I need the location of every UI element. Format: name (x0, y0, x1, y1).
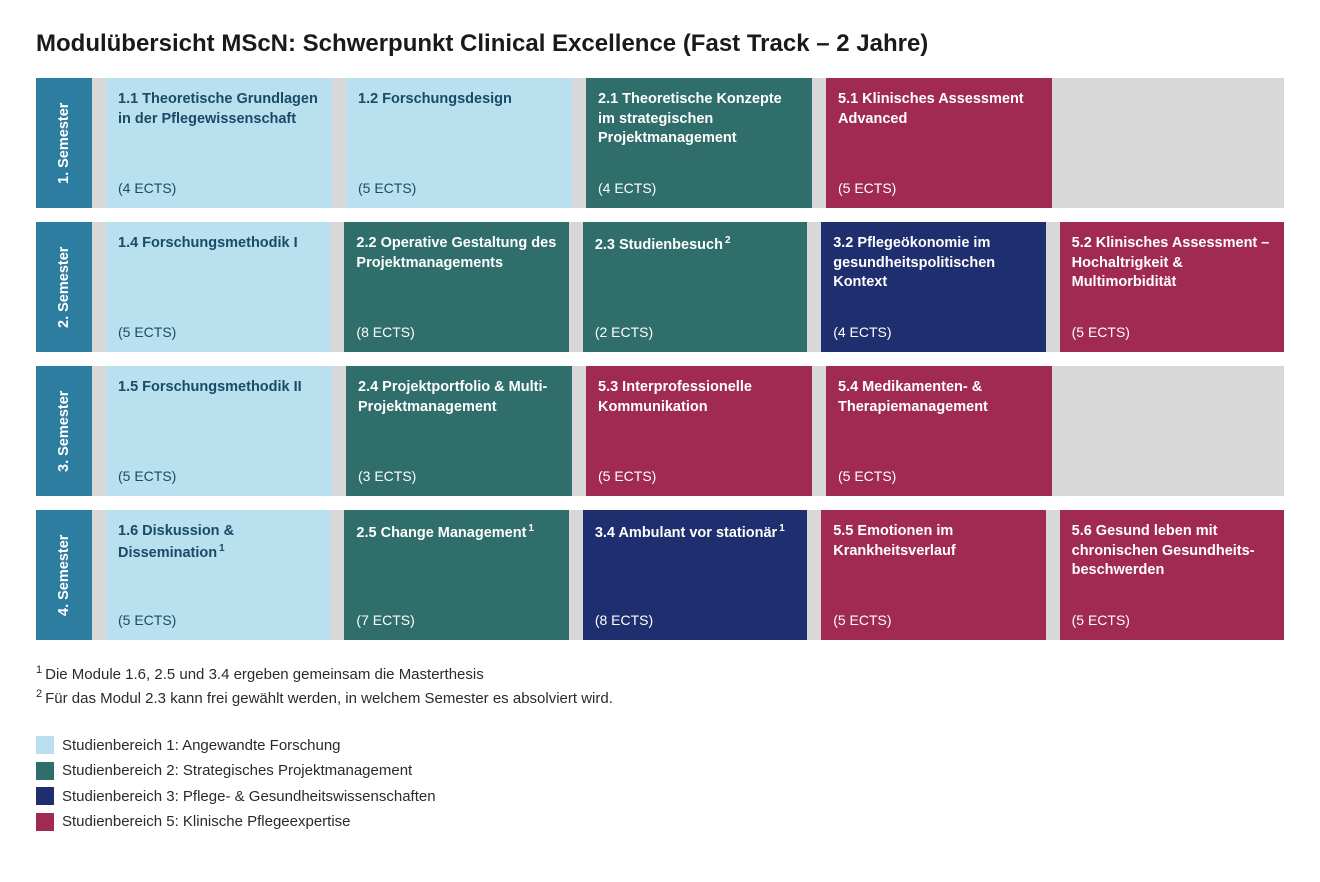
module-ects: (5 ECTS) (833, 611, 1033, 630)
module-ects: (4 ECTS) (598, 179, 800, 198)
module-title: 5.3 Interprofessio­nelle Kommunikation (598, 378, 800, 417)
superscript: 1 (217, 543, 225, 554)
legend: Studienbereich 1: Angewandte ForschungSt… (36, 733, 1284, 835)
module-card: 1.1 Theoretische Grundlagen in der Pfleg… (106, 78, 332, 208)
module-card: 3.2 Pflegeökonomie im gesundheits­politi… (821, 222, 1045, 352)
module-title: 1.4 Forschungs­methodik I (118, 234, 318, 254)
module-grid: 1. Semester 1.1 Theoretische Grundlagen i… (36, 78, 1284, 640)
module-title: 5.4 Medikamenten- & Therapiemanagement (838, 378, 1040, 417)
semester-row: 4. Semester1.6 Diskussion & Disseminatio… (36, 510, 1284, 640)
module-title: 2.1 Theoretische Konzepte im strategisch… (598, 90, 800, 149)
superscript: 1 (526, 523, 534, 534)
semester-row: 3. Semester 1.5 Forschungs­methodik II (5 … (36, 366, 1284, 496)
module-card: 5.5 Emotionen im Krankheitsverlauf (5 ECT… (821, 510, 1045, 640)
module-card: 5.4 Medikamenten- & Therapiemanagement (5… (826, 366, 1052, 496)
legend-label: Studienbereich 1: Angewandte Forschung (62, 733, 341, 759)
module-card: 5.6 Gesund leben mit chronischen Gesundh… (1060, 510, 1284, 640)
module-title: 3.2 Pflegeökonomie im gesundheits­politi… (833, 234, 1033, 293)
module-card: 5.2 Klinisches Assessment – Hochaltrigke… (1060, 222, 1284, 352)
module-card: 5.1 Klinisches Assessment Advanced (5 ECT… (826, 78, 1052, 208)
legend-item: Studienbereich 3: Pflege- & Gesundheitsw… (36, 784, 1284, 810)
module-ects: (5 ECTS) (838, 179, 1040, 198)
legend-item: Studienbereich 5: Klinische Pflegeexpert… (36, 809, 1284, 835)
module-card: 5.3 Interprofessio­nelle Kommunikation (5… (586, 366, 812, 496)
semester-label: 2. Semester (36, 222, 92, 352)
semester-label: 3. Semester (36, 366, 92, 496)
module-title: 5.1 Klinisches Assessment Advanced (838, 90, 1040, 129)
module-title: 2.4 Projektportfolio & Multi-Projekt­man… (358, 378, 560, 417)
module-card: 1.5 Forschungs­methodik II (5 ECTS) (106, 366, 332, 496)
module-card: 2.2 Operative Gestaltung des Projektmana… (344, 222, 568, 352)
footnotes: 1 Die Module 1.6, 2.5 und 3.4 ergeben ge… (36, 662, 1284, 711)
module-card: 2.1 Theoretische Konzepte im strategisch… (586, 78, 812, 208)
module-ects: (8 ECTS) (595, 611, 795, 630)
module-card: 2.4 Projektportfolio & Multi-Projekt­man… (346, 366, 572, 496)
module-ects: (8 ECTS) (356, 323, 556, 342)
legend-swatch (36, 736, 54, 754)
page-title: Modulübersicht MScN: Schwerpunkt Clinica… (36, 30, 1284, 58)
superscript: 1 (36, 664, 42, 676)
legend-swatch (36, 813, 54, 831)
module-card: 3.4 Ambulant vor stationär 1 (8 ECTS) (583, 510, 807, 640)
footnote: 2 Für das Modul 2.3 kann frei gewählt we… (36, 686, 1284, 710)
module-title: 5.5 Emotionen im Krankheitsverlauf (833, 522, 1033, 561)
legend-swatch (36, 762, 54, 780)
module-ects: (4 ECTS) (833, 323, 1033, 342)
legend-label: Studienbereich 2: Strategisches Projektm… (62, 758, 412, 784)
module-card: 2.5 Change Management 1 (7 ECTS) (344, 510, 568, 640)
module-ects: (5 ECTS) (118, 467, 320, 486)
superscript: 1 (777, 523, 785, 534)
footnote: 1 Die Module 1.6, 2.5 und 3.4 ergeben ge… (36, 662, 1284, 686)
legend-label: Studienbereich 3: Pflege- & Gesundheitsw… (62, 784, 436, 810)
module-card: 1.6 Diskussion & Dissemination 1 (5 ECTS) (106, 510, 330, 640)
module-title: 2.5 Change Management 1 (356, 522, 556, 543)
legend-item: Studienbereich 1: Angewandte Forschung (36, 733, 1284, 759)
module-title: 5.6 Gesund leben mit chronischen Gesundh… (1072, 522, 1272, 581)
module-title: 1.6 Diskussion & Dissemination 1 (118, 522, 318, 563)
module-card: 1.2 Forschungsdesign (5 ECTS) (346, 78, 572, 208)
semester-row: 1. Semester 1.1 Theoretische Grundlagen i… (36, 78, 1284, 208)
semester-label: 1. Semester (36, 78, 92, 208)
legend-swatch (36, 787, 54, 805)
module-ects: (5 ECTS) (118, 611, 318, 630)
superscript: 2 (723, 235, 731, 246)
module-card: 1.4 Forschungs­methodik I (5 ECTS) (106, 222, 330, 352)
module-ects: (5 ECTS) (598, 467, 800, 486)
module-card: 2.3 Studienbesuch 2 (2 ECTS) (583, 222, 807, 352)
module-ects: (4 ECTS) (118, 179, 320, 198)
superscript: 2 (36, 688, 42, 700)
module-ects: (5 ECTS) (1072, 323, 1272, 342)
module-ects: (5 ECTS) (118, 323, 318, 342)
module-title: 3.4 Ambulant vor stationär 1 (595, 522, 795, 543)
module-title: 1.1 Theoretische Grundlagen in der Pfleg… (118, 90, 320, 129)
semester-row: 2. Semester 1.4 Forschungs­methodik I (5 E… (36, 222, 1284, 352)
legend-label: Studienbereich 5: Klinische Pflegeexpert… (62, 809, 351, 835)
module-title: 2.2 Operative Gestaltung des Projektmana… (356, 234, 556, 273)
module-ects: (5 ECTS) (1072, 611, 1272, 630)
legend-item: Studienbereich 2: Strategisches Projektm… (36, 758, 1284, 784)
module-ects: (7 ECTS) (356, 611, 556, 630)
module-ects: (5 ECTS) (358, 179, 560, 198)
semester-label: 4. Semester (36, 510, 92, 640)
module-title: 1.2 Forschungsdesign (358, 90, 560, 110)
module-ects: (3 ECTS) (358, 467, 560, 486)
module-ects: (2 ECTS) (595, 323, 795, 342)
module-title: 2.3 Studienbesuch 2 (595, 234, 795, 255)
module-title: 5.2 Klinisches Assessment – Hochaltrigke… (1072, 234, 1272, 293)
module-title: 1.5 Forschungs­methodik II (118, 378, 320, 398)
module-ects: (5 ECTS) (838, 467, 1040, 486)
